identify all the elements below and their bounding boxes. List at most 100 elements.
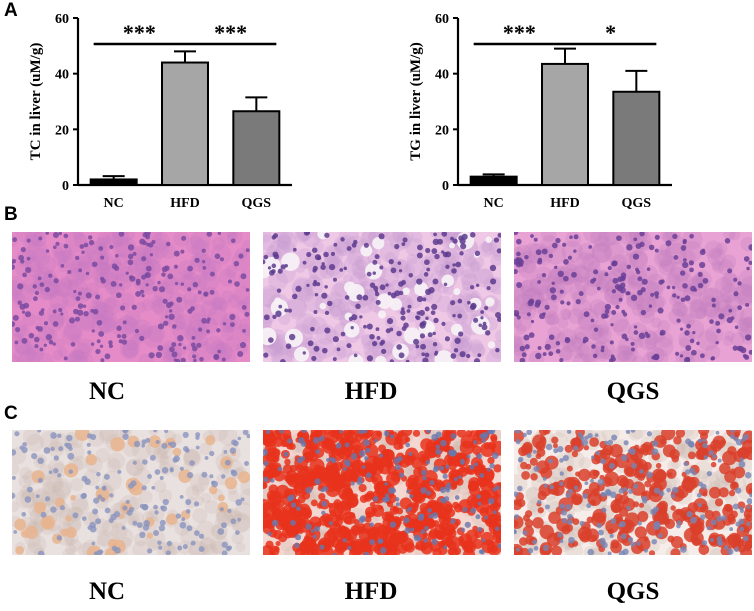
nucleus (696, 492, 702, 498)
nucleus (237, 436, 242, 441)
nucleus (590, 318, 595, 323)
nucleus (96, 471, 101, 477)
lipid-droplet (532, 517, 544, 529)
nucleus (173, 250, 180, 257)
nucleus (702, 442, 708, 449)
lipid-droplet (682, 476, 697, 492)
hepatocyte-cell (237, 269, 250, 290)
bar (89, 178, 138, 187)
lipid-droplet (589, 437, 600, 447)
nucleus (340, 237, 345, 242)
nucleus (419, 333, 426, 339)
lipid-droplet (370, 430, 382, 442)
lipid-droplet (24, 525, 39, 539)
nucleus (326, 457, 331, 462)
hepatocyte-cell (167, 292, 188, 313)
hepatocyte-cell (72, 232, 84, 240)
hepatocyte-cell (161, 355, 173, 362)
nucleus (545, 443, 553, 451)
nucleus (195, 432, 201, 438)
lipid-droplet (118, 513, 125, 519)
lipid-droplet (733, 466, 746, 479)
nucleus (454, 495, 460, 500)
hepatocyte-cell (207, 305, 228, 326)
hepatocyte-cell (369, 277, 390, 298)
nucleus (53, 455, 60, 461)
hepatocyte-cell (134, 266, 146, 277)
hepatocyte-cell (578, 457, 592, 470)
nucleus (533, 546, 539, 551)
nucleus (542, 352, 547, 357)
hepatocyte-cell (74, 260, 96, 281)
lipid-droplet (148, 435, 162, 448)
lipid-droplet (412, 430, 421, 437)
nucleus (537, 346, 542, 350)
nucleus (58, 232, 63, 236)
nucleus (553, 448, 559, 454)
nucleus (121, 339, 128, 345)
lipid-droplet (710, 439, 723, 452)
hepatocyte-cell (263, 232, 272, 243)
nucleus (651, 448, 659, 456)
nucleus (83, 242, 89, 248)
nucleus (283, 451, 289, 457)
hepatocyte-cell (127, 262, 139, 274)
hepatocyte-cell (130, 332, 144, 346)
lipid-droplet (540, 467, 553, 479)
nucleus (318, 435, 325, 442)
nucleus (39, 347, 44, 352)
lipid-droplet (479, 490, 486, 496)
nucleus (161, 467, 169, 474)
nucleus (735, 521, 741, 527)
lipid-droplet (403, 454, 415, 466)
nucleus (21, 511, 27, 517)
nucleus (610, 354, 615, 359)
nucleus (737, 305, 743, 311)
nucleus (688, 260, 695, 266)
nucleus (715, 430, 720, 435)
lipid-droplet (643, 461, 652, 470)
hepatocyte-cell (61, 324, 83, 346)
nucleus (93, 497, 100, 504)
nucleus (682, 261, 689, 269)
hepatocyte-cell (204, 499, 219, 514)
bar (541, 62, 589, 186)
nucleus (690, 516, 697, 524)
nucleus (482, 321, 487, 326)
hepatocyte-cell (589, 298, 606, 316)
hepatocyte-cell (633, 338, 644, 349)
hepatocyte-cell (676, 304, 688, 317)
nucleus (350, 481, 355, 486)
nucleus (319, 544, 325, 550)
nucleus (162, 298, 168, 304)
hepatocyte-cell (546, 275, 558, 287)
nucleus (469, 232, 476, 238)
nucleus (206, 329, 211, 334)
hepatocyte-cell (27, 535, 47, 554)
nucleus (746, 521, 751, 526)
nucleus (619, 276, 626, 282)
nucleus (314, 525, 321, 532)
nucleus (743, 256, 750, 262)
nucleus (611, 434, 618, 441)
nucleus (517, 485, 523, 492)
nucleus (469, 464, 475, 470)
lipid-vacuole (348, 354, 364, 362)
hepatocyte-cell (73, 351, 94, 362)
nucleus (68, 317, 76, 324)
nucleus (388, 487, 395, 494)
hepatocyte-cell (180, 525, 200, 546)
hepatocyte-cell (153, 282, 174, 303)
nucleus (158, 286, 166, 293)
lipid-droplet (300, 472, 316, 488)
lipid-droplet (439, 524, 446, 531)
lipid-vacuole (389, 298, 403, 311)
nucleus (310, 528, 315, 533)
nucleus (697, 502, 702, 508)
nucleus (72, 308, 79, 315)
hepatocyte-cell (150, 238, 171, 259)
nucleus (630, 541, 636, 547)
nucleus (555, 349, 561, 354)
nucleus (165, 550, 171, 555)
nucleus (350, 453, 358, 460)
